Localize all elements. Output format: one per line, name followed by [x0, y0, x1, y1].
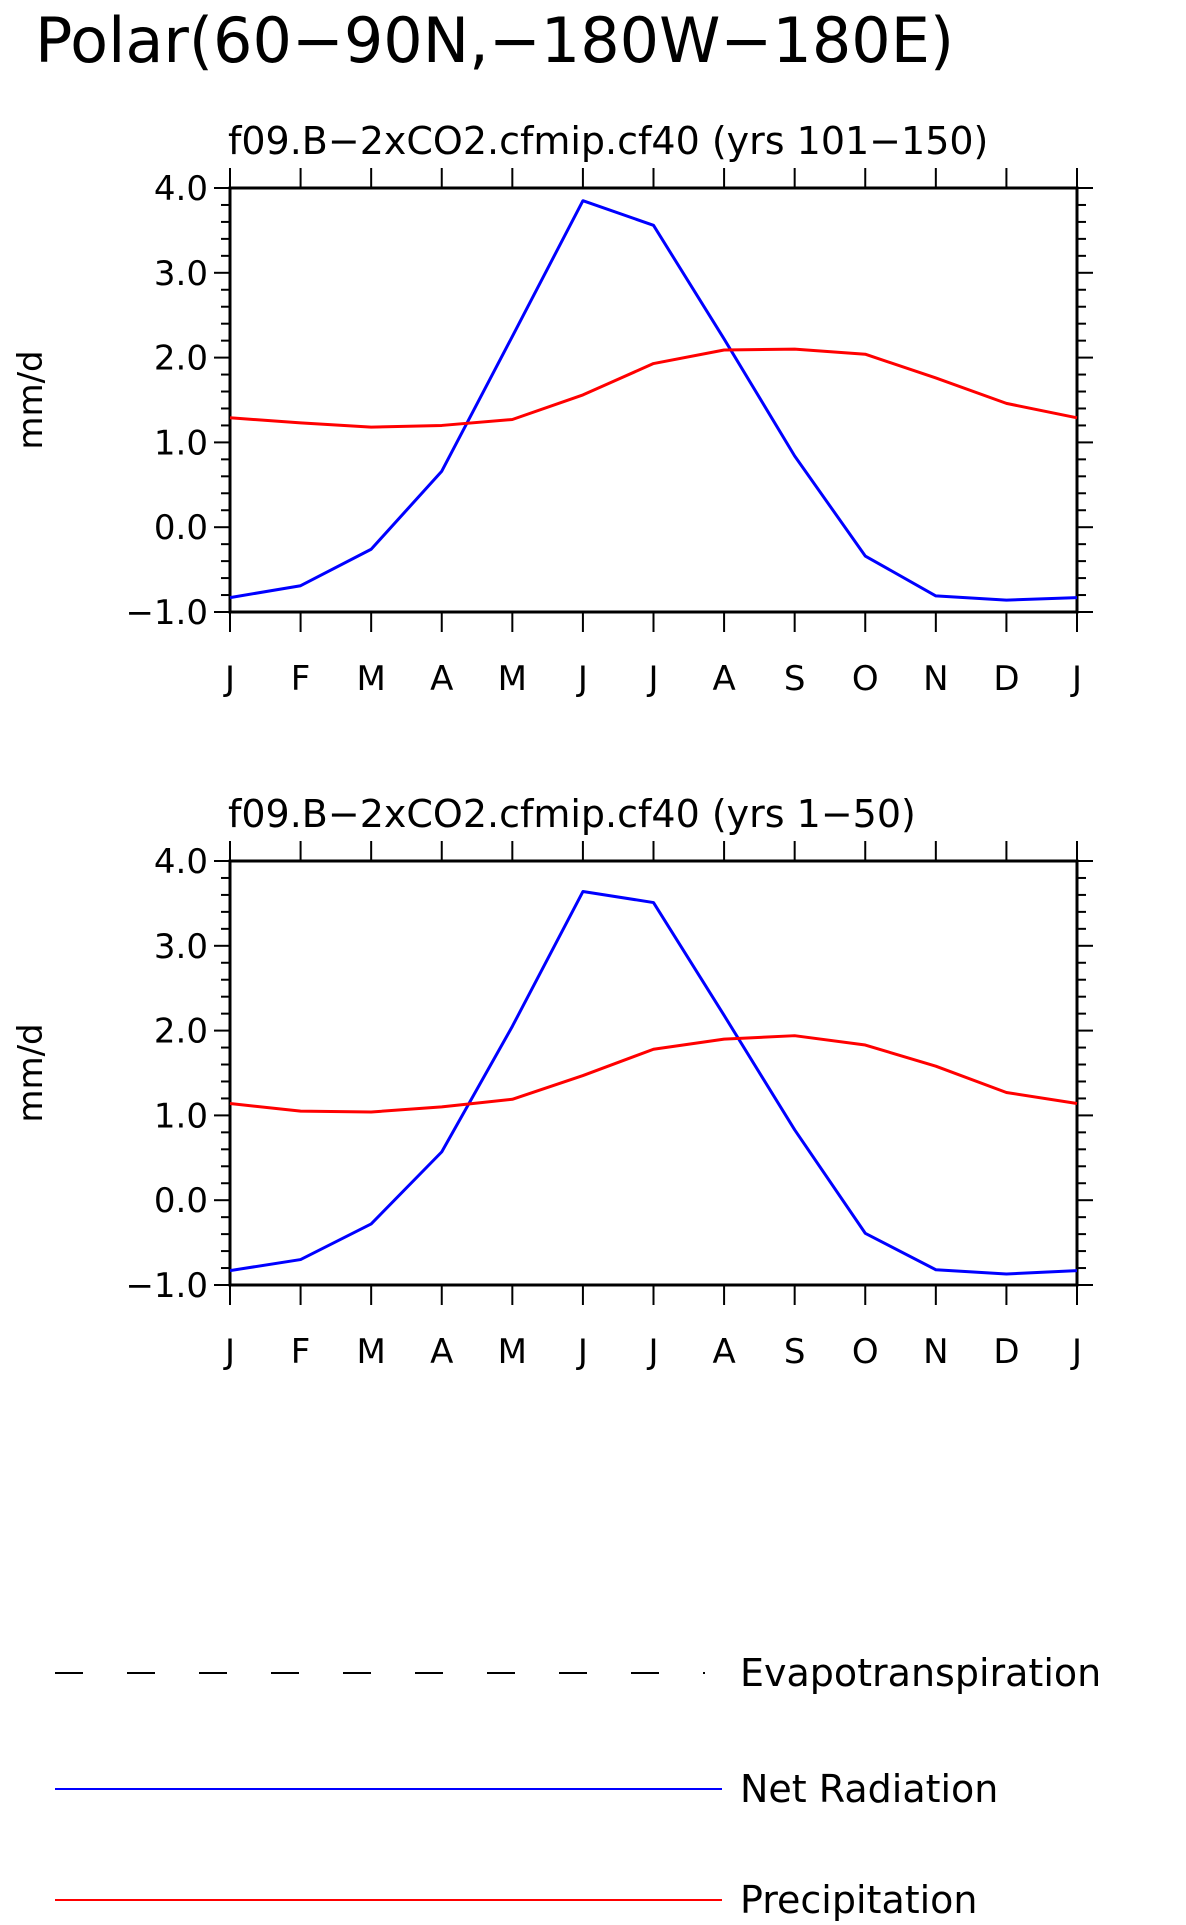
y-axis-label: mm/d [11, 1023, 51, 1122]
legend-label-net-radiation: Net Radiation [740, 1767, 998, 1811]
x-tick-label: S [784, 1332, 806, 1372]
x-tick-label: F [291, 1332, 311, 1372]
x-tick-label: J [1070, 659, 1082, 699]
legend: Evapotranspiration Net Radiation Precipi… [55, 1651, 1101, 1922]
x-tick-label: M [498, 1332, 527, 1372]
x-tick-label: J [1070, 1332, 1082, 1372]
y-tick-label: 1.0 [154, 1096, 208, 1136]
x-tick-label: A [430, 1332, 453, 1372]
x-tick-label: J [576, 659, 588, 699]
x-tick-label: O [852, 1332, 879, 1372]
panel-title: f09.B−2xCO2.cfmip.cf40 (yrs 101−150) [228, 119, 988, 163]
x-tick-label: M [498, 659, 527, 699]
series-line-net-radiation [229, 890, 1078, 1276]
x-tick-label: M [356, 659, 385, 699]
y-tick-label: 2.0 [154, 339, 208, 379]
y-tick-label: 3.0 [154, 254, 208, 294]
y-tick-label: 0.0 [154, 1181, 208, 1221]
x-tick-label: N [923, 1332, 948, 1372]
x-tick-label: F [291, 659, 311, 699]
y-tick-label: 4.0 [154, 169, 208, 209]
x-tick-label: A [712, 659, 735, 699]
y-tick-label: 3.0 [154, 927, 208, 967]
x-tick-label: A [430, 659, 453, 699]
x-tick-label: J [646, 1332, 658, 1372]
y-tick-label: 4.0 [154, 842, 208, 882]
legend-label-evapotranspiration: Evapotranspiration [740, 1651, 1101, 1695]
x-tick-label: J [576, 1332, 588, 1372]
x-tick-label: D [993, 1332, 1019, 1372]
x-tick-label: O [852, 659, 879, 699]
figure-title: Polar(60−90N,−180W−180E) [35, 4, 954, 77]
x-tick-label: J [223, 1332, 235, 1372]
x-tick-label: D [993, 659, 1019, 699]
y-tick-label: −1.0 [125, 593, 208, 633]
y-tick-label: 1.0 [154, 423, 208, 463]
series-line-net-radiation [229, 199, 1078, 602]
series-line-precipitation [229, 347, 1078, 429]
x-tick-label: J [223, 659, 235, 699]
chart-panel-top: f09.B−2xCO2.cfmip.cf40 (yrs 101−150) mm/d… [11, 119, 1093, 699]
x-tick-label: S [784, 659, 806, 699]
panel-title: f09.B−2xCO2.cfmip.cf40 (yrs 1−50) [228, 792, 916, 836]
x-tick-label: A [712, 1332, 735, 1372]
plot-frame [228, 186, 1079, 614]
x-tick-label: J [646, 659, 658, 699]
chart-panel-bottom: f09.B−2xCO2.cfmip.cf40 (yrs 1−50) mm/d −1.… [11, 792, 1093, 1372]
y-tick-label: −1.0 [125, 1266, 208, 1306]
legend-label-precipitation: Precipitation [740, 1878, 978, 1922]
series-line-precipitation [229, 1034, 1078, 1114]
x-tick-label: M [356, 1332, 385, 1372]
y-tick-label: 2.0 [154, 1012, 208, 1052]
x-tick-label: N [923, 659, 948, 699]
y-tick-label: 0.0 [154, 508, 208, 548]
y-axis-label: mm/d [11, 350, 51, 449]
